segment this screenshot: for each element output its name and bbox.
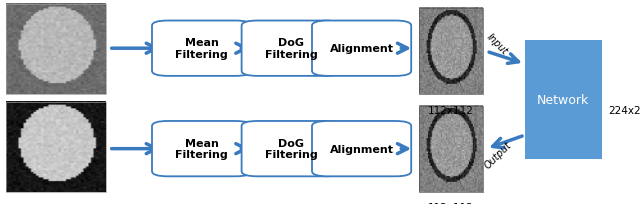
- Bar: [6, 5, 106, 95]
- FancyBboxPatch shape: [152, 121, 252, 176]
- Text: Input: Input: [485, 32, 510, 56]
- Bar: [419, 106, 483, 192]
- Text: DoG
Filtering: DoG Filtering: [265, 138, 317, 160]
- Text: Mean
Filtering: Mean Filtering: [175, 38, 228, 60]
- Text: Network: Network: [537, 93, 589, 106]
- Bar: [419, 9, 483, 95]
- FancyBboxPatch shape: [312, 121, 412, 176]
- Text: 224x224: 224x224: [608, 105, 640, 115]
- Text: DoG
Filtering: DoG Filtering: [265, 38, 317, 60]
- Text: 112x112: 112x112: [428, 202, 474, 204]
- Text: Alignment: Alignment: [330, 144, 394, 154]
- FancyBboxPatch shape: [242, 121, 340, 176]
- Text: Mean
Filtering: Mean Filtering: [175, 138, 228, 160]
- FancyBboxPatch shape: [152, 21, 252, 76]
- FancyBboxPatch shape: [312, 21, 412, 76]
- Text: Alignment: Alignment: [330, 44, 394, 54]
- Bar: [6, 102, 106, 192]
- FancyBboxPatch shape: [242, 21, 340, 76]
- Text: 112x112: 112x112: [428, 105, 474, 115]
- Text: Output: Output: [482, 139, 513, 170]
- Bar: [525, 41, 602, 159]
